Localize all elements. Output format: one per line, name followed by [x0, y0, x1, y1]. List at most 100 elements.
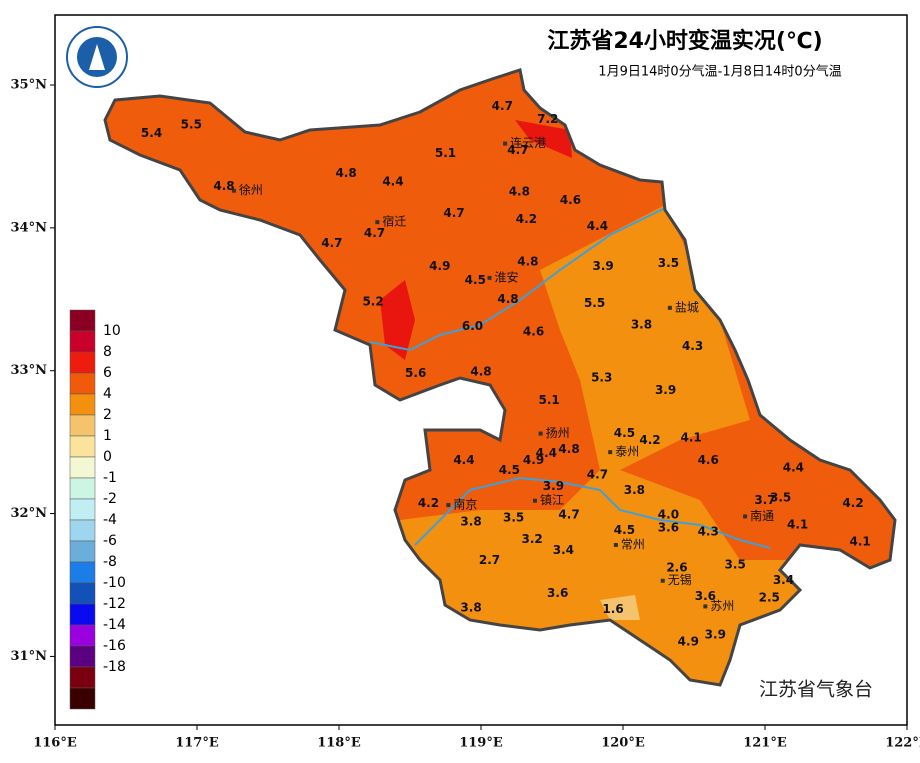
legend-label: 0	[103, 449, 112, 465]
legend-swatch	[69, 330, 96, 353]
station-value: 4.8	[558, 442, 579, 456]
cool-area	[600, 595, 640, 620]
station-value: 4.6	[560, 193, 581, 207]
station-value: 4.8	[497, 292, 518, 306]
legend-swatch	[69, 666, 96, 689]
legend-label: -1	[103, 470, 117, 486]
station-value: 5.4	[141, 126, 162, 140]
city-name: 镇江	[540, 493, 564, 507]
city-dot	[487, 275, 492, 280]
station-value: 4.1	[681, 430, 702, 444]
city-dot	[503, 141, 508, 146]
logo	[66, 26, 128, 88]
city-dot	[532, 498, 537, 503]
legend-swatch	[69, 456, 96, 479]
station-value: 4.5	[465, 273, 486, 287]
station-value: 4.7	[492, 99, 513, 113]
station-value: 4.6	[698, 453, 719, 467]
city-dot	[660, 578, 665, 583]
legend-label: -16	[103, 638, 126, 654]
city-dot	[538, 431, 543, 436]
station-value: 3.2	[521, 532, 542, 546]
map-title: 江苏省24小时变温实况(℃)	[547, 28, 822, 54]
station-value: 4.0	[658, 508, 679, 522]
legend-label: 8	[103, 344, 112, 360]
station-value: 5.2	[362, 295, 383, 309]
station-value: 4.7	[364, 226, 385, 240]
x-tick-label: 121°E	[743, 736, 787, 751]
station-value: 7.2	[537, 112, 558, 126]
y-tick-label: 33°N	[11, 363, 48, 378]
station-value: 4.4	[783, 460, 804, 474]
city-dot	[231, 188, 236, 193]
legend-label: -12	[103, 596, 126, 612]
station-value: 5.5	[181, 118, 202, 132]
credit: 江苏省气象台	[759, 679, 873, 701]
legend-swatch	[69, 393, 96, 416]
canal	[369, 207, 666, 352]
map-subtitle: 1月9日14时0分气温-1月8日14时0分气温	[598, 64, 841, 80]
legend-swatch	[69, 498, 96, 521]
station-value: 4.8	[335, 166, 356, 180]
legend-swatch	[69, 687, 96, 710]
station-value: 2.7	[479, 553, 500, 567]
station-value: 4.3	[682, 339, 703, 353]
station-value: 4.4	[536, 446, 557, 460]
legend-swatch	[69, 561, 96, 584]
station-value: 4.7	[507, 143, 528, 157]
station-value: 4.4	[453, 453, 474, 467]
legend-label: -10	[103, 575, 126, 591]
station-value: 2.5	[759, 590, 780, 604]
station-value: 5.6	[405, 366, 426, 380]
station-value: 6.0	[462, 319, 483, 333]
city-name: 扬州	[546, 425, 570, 440]
station-value: 4.7	[321, 236, 342, 250]
station-value: 4.5	[614, 426, 635, 440]
x-tick-label: 118°E	[317, 736, 361, 751]
station-value: 3.5	[770, 490, 791, 504]
legend-swatch	[69, 372, 96, 395]
legend-swatch	[69, 540, 96, 563]
station-value: 4.8	[213, 179, 234, 193]
legend-swatch	[69, 351, 96, 374]
station-value: 5.5	[584, 296, 605, 310]
legend-swatch	[69, 414, 96, 437]
x-tick-label: 117°E	[175, 736, 219, 751]
station-value: 1.6	[602, 602, 623, 616]
city-name: 苏州	[710, 599, 734, 613]
station-value: 4.8	[517, 255, 538, 269]
y-tick-label: 35°N	[11, 78, 48, 93]
legend-label: 1	[103, 428, 112, 444]
city-dot	[608, 450, 613, 455]
legend-swatch	[69, 519, 96, 542]
station-value: 4.8	[470, 365, 491, 379]
yangtze-river	[414, 476, 771, 549]
legend-label: -4	[103, 512, 117, 528]
city-name: 南京	[453, 497, 477, 512]
station-value: 4.9	[523, 453, 544, 467]
station-value: 5.1	[435, 146, 456, 160]
station-value: 4.7	[558, 508, 579, 522]
legend-swatch	[69, 477, 96, 500]
station-value: 4.2	[639, 433, 660, 447]
city-dot	[613, 543, 618, 547]
station-value: 4.4	[382, 175, 403, 189]
city-name: 无锡	[668, 572, 692, 587]
hot-area	[515, 120, 572, 158]
station-value: 4.1	[850, 535, 871, 549]
logo-tower	[89, 44, 105, 70]
city-dot	[703, 604, 708, 609]
y-tick-label: 34°N	[11, 220, 48, 235]
x-tick-label: 119°E	[459, 736, 503, 751]
station-value: 4.1	[787, 518, 808, 532]
city-name: 淮安	[495, 269, 519, 284]
station-value: 3.5	[658, 256, 679, 270]
legend-label: -18	[103, 659, 126, 675]
city-name: 宿迁	[382, 214, 406, 229]
station-value: 3.9	[543, 479, 564, 493]
station-value: 3.8	[460, 515, 481, 529]
station-value: 5.1	[539, 393, 560, 407]
station-value: 3.5	[503, 510, 524, 524]
station-value: 4.2	[842, 496, 863, 510]
